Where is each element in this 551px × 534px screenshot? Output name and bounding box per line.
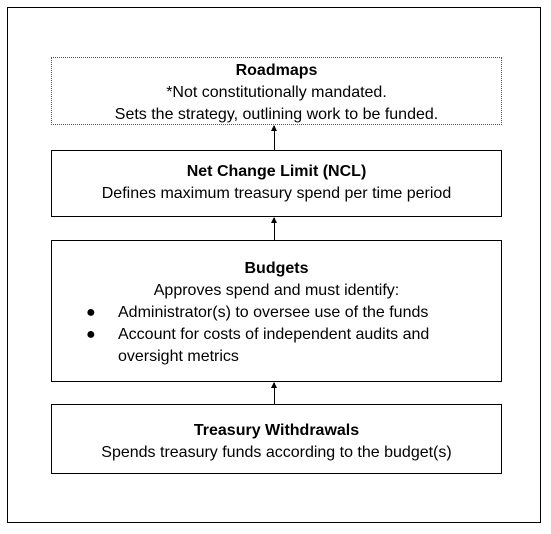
withdrawals-title: Treasury Withdrawals [193, 422, 360, 439]
diagram-frame [7, 7, 541, 523]
budgets-bullet-text: Administrator(s) to oversee use of the f… [118, 304, 429, 321]
withdrawals-description: Spends treasury funds according to the b… [101, 444, 452, 461]
withdrawals-box: Treasury Withdrawals Spends treasury fun… [51, 404, 502, 474]
budgets-title: Budgets [244, 260, 309, 277]
roadmaps-description: Sets the strategy, outlining work to be … [114, 106, 439, 123]
budgets-bullet-text: Account for costs of independent audits … [118, 326, 430, 365]
budgets-bullet-item: ● Administrator(s) to oversee use of the… [52, 302, 501, 324]
roadmaps-note: *Not constitutionally mandated. [166, 84, 387, 101]
roadmaps-title: Roadmaps [235, 62, 318, 79]
bullet-dot-icon: ● [86, 326, 96, 343]
ncl-description: Defines maximum treasury spend per time … [101, 185, 452, 202]
bullet-dot-icon: ● [86, 304, 96, 321]
budgets-box: Budgets Approves spend and must identify… [51, 240, 502, 382]
ncl-box: Net Change Limit (NCL) Defines maximum t… [51, 150, 502, 217]
arrow-budgets-to-ncl [271, 217, 277, 240]
roadmaps-box: Roadmaps *Not constitutionally mandated.… [51, 57, 502, 125]
budgets-bullet-list: ● Administrator(s) to oversee use of the… [52, 302, 501, 368]
ncl-title: Net Change Limit (NCL) [186, 163, 367, 180]
budgets-intro: Approves spend and must identify: [153, 282, 400, 299]
budgets-bullet-item: ● Account for costs of independent audit… [52, 324, 501, 368]
arrow-withdrawals-to-budgets [271, 382, 277, 404]
arrow-ncl-to-roadmaps [271, 125, 277, 150]
